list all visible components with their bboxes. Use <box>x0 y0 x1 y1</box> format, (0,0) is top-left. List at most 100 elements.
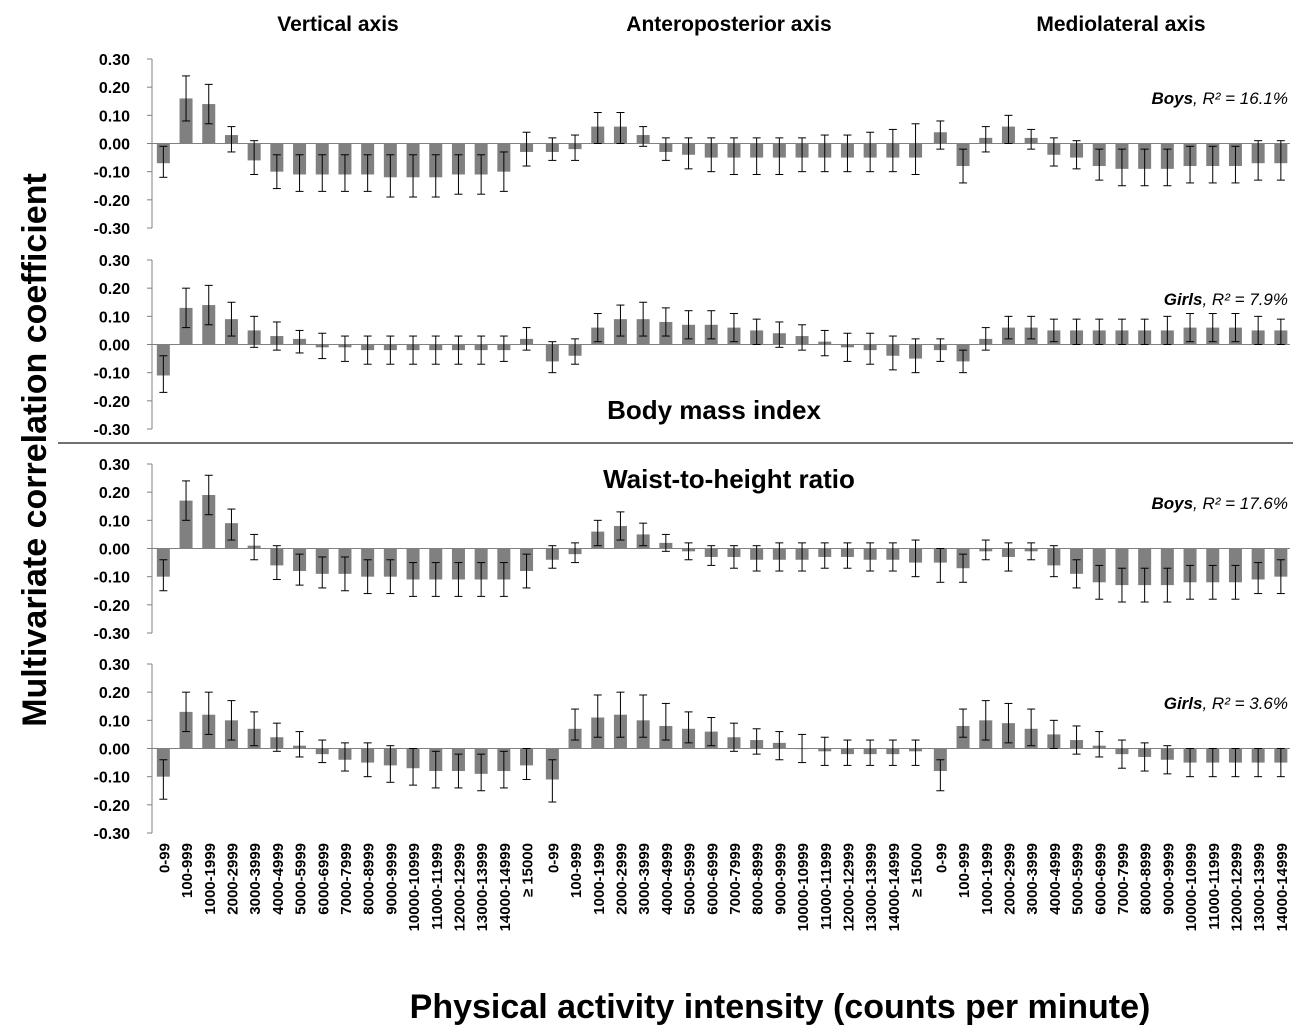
y-tick-label: 0.20 <box>99 281 130 298</box>
axis-title-mediolateral: Mediolateral axis <box>1036 13 1205 36</box>
y-tick-label: -0.10 <box>94 165 131 182</box>
section-label-bmi: Body mass index <box>607 395 821 425</box>
x-tick-label: 8000-8999 <box>750 843 767 915</box>
y-tick-label: -0.30 <box>94 626 131 643</box>
x-tick-label: 12000-12999 <box>1228 843 1245 931</box>
x-tick-label: 13000-13999 <box>863 843 880 931</box>
x-tick-label: 12000-12999 <box>451 843 468 931</box>
x-tick-label: 14000-14999 <box>886 843 903 931</box>
group-label: Boys <box>1151 494 1193 513</box>
x-tick-label: 2000-2999 <box>1001 843 1018 915</box>
x-tick-label: 5000-5999 <box>293 843 310 915</box>
y-tick-label: -0.30 <box>94 826 131 843</box>
section-label-whtr: Waist-to-height ratio <box>603 464 855 494</box>
x-tick-label: 8000-8999 <box>361 843 378 915</box>
y-tick-label: 0.10 <box>99 108 130 125</box>
y-tick-label: 0.30 <box>99 457 130 474</box>
y-tick-label: 0.00 <box>99 742 130 759</box>
y-tick-label: -0.10 <box>94 570 131 587</box>
y-tick-label: 0.10 <box>99 513 130 530</box>
y-tick-label: -0.30 <box>94 221 131 238</box>
bar <box>1115 548 1129 586</box>
x-tick-label: 14000-14999 <box>497 843 514 931</box>
x-tick-label: 1000-1999 <box>591 843 608 915</box>
bar <box>179 500 193 549</box>
y-tick-label: -0.20 <box>94 598 131 615</box>
x-tick-label: 12000-12999 <box>840 843 857 931</box>
y-tick-label: -0.20 <box>94 394 131 411</box>
y-tick-label: 0.10 <box>99 713 130 730</box>
x-tick-label: 3000-3999 <box>1024 843 1041 915</box>
x-tick-labels: 0-99 100-999 1000-1999 2000-2999 3000-3999 40… <box>156 843 1291 931</box>
r2-annotation: Girls, R² = 7.9% <box>1164 290 1288 309</box>
x-tick-label: 7000-7999 <box>727 843 744 915</box>
y-tick-label: 0.20 <box>99 80 130 97</box>
x-tick-label: 0-99 <box>545 843 562 873</box>
y-tick-label: 0.00 <box>99 542 130 559</box>
x-tick-label: 100-999 <box>568 843 585 898</box>
x-tick-label: 14000-14999 <box>1274 843 1291 931</box>
x-tick-label: 4000-4999 <box>1047 843 1064 915</box>
x-tick-label: 2000-2999 <box>613 843 630 915</box>
y-tick-label: -0.10 <box>94 366 131 383</box>
panel-boys-0: 0.30 0.20 0.10 0.00 -0.10 -0.20 -0.30 Boys, R² … <box>94 52 1290 238</box>
x-tick-label: 11000-11999 <box>429 843 446 930</box>
axis-title-anteroposterior: Anteroposterior axis <box>626 13 831 36</box>
x-tick-label: 10000-10999 <box>795 843 812 931</box>
x-tick-label: 11000-11999 <box>818 843 835 930</box>
x-tick-label: ≥ 15000 <box>909 843 926 897</box>
x-tick-label: 2000-2999 <box>224 843 241 915</box>
bar <box>1160 548 1174 586</box>
bar <box>202 494 216 549</box>
x-tick-label: 5000-5999 <box>682 843 699 915</box>
r2-annotation: Girls, R² = 3.6% <box>1164 694 1288 713</box>
group-label: Boys <box>1151 89 1193 108</box>
axis-title-vertical: Vertical axis <box>277 13 398 36</box>
x-tick-label: 8000-8999 <box>1138 843 1155 915</box>
x-tick-label: 13000-13999 <box>1251 843 1268 931</box>
x-tick-label: 10000-10999 <box>406 843 423 931</box>
x-tick-label: 0-99 <box>156 843 173 873</box>
r2-label: , R² = 7.9% <box>1202 290 1288 309</box>
y-tick-label: -0.20 <box>94 193 131 210</box>
panel-girls-1: 0.30 0.20 0.10 0.00 -0.10 -0.20 -0.30 Girls, R²… <box>94 253 1290 439</box>
x-tick-label: 7000-7999 <box>338 843 355 915</box>
x-tick-label: 10000-10999 <box>1183 843 1200 931</box>
x-tick-label: 7000-7999 <box>1115 843 1132 915</box>
x-tick-label: 6000-6999 <box>315 843 332 915</box>
y-tick-label: -0.30 <box>94 422 131 439</box>
x-tick-label: 3000-3999 <box>636 843 653 915</box>
x-tick-label: 3000-3999 <box>247 843 264 915</box>
x-tick-label: 13000-13999 <box>474 843 491 931</box>
x-tick-label: 5000-5999 <box>1070 843 1087 915</box>
y-tick-label: 0.00 <box>99 137 130 154</box>
x-tick-label: 6000-6999 <box>704 843 721 915</box>
x-tick-label: 0-99 <box>933 843 950 873</box>
r2-label: , R² = 17.6% <box>1193 494 1288 513</box>
r2-annotation: Boys, R² = 16.1% <box>1151 89 1288 108</box>
y-tick-label: 0.30 <box>99 253 130 270</box>
y-axis-label: Multivariate correlation coefficient <box>16 173 54 727</box>
r2-label: , R² = 3.6% <box>1202 694 1288 713</box>
x-tick-label: 9000-9999 <box>772 843 789 915</box>
y-tick-label: 0.20 <box>99 485 130 502</box>
x-tick-label: 6000-6999 <box>1092 843 1109 915</box>
y-tick-label: 0.10 <box>99 309 130 326</box>
x-tick-label: 100-999 <box>179 843 196 898</box>
x-tick-label: 4000-4999 <box>270 843 287 915</box>
y-tick-label: 0.20 <box>99 685 130 702</box>
x-tick-label: 9000-9999 <box>1160 843 1177 915</box>
x-tick-label: 1000-1999 <box>979 843 996 915</box>
y-tick-label: -0.20 <box>94 798 131 815</box>
x-tick-label: 1000-1999 <box>202 843 219 915</box>
panel-girls-3: 0.30 0.20 0.10 0.00 -0.10 -0.20 -0.30 Girls, R²… <box>94 657 1290 843</box>
bar <box>1138 548 1152 586</box>
r2-label: , R² = 16.1% <box>1193 89 1288 108</box>
panel-boys-2: 0.30 0.20 0.10 0.00 -0.10 -0.20 -0.30 Boys, R² … <box>94 457 1290 643</box>
y-tick-label: -0.10 <box>94 770 131 787</box>
y-tick-label: 0.30 <box>99 52 130 69</box>
x-tick-label: 11000-11999 <box>1206 843 1223 930</box>
